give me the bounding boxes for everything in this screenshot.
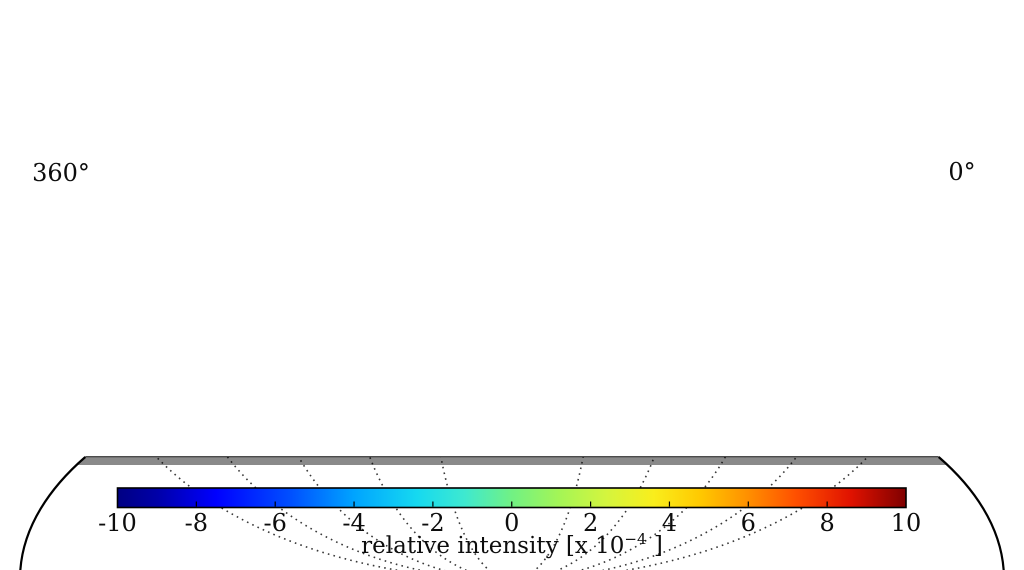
intensity-blob xyxy=(650,235,750,385)
intensity-blob xyxy=(897,330,957,406)
right-ra-label: 0° xyxy=(948,158,975,186)
colorbar-tick-label: -8 xyxy=(185,509,208,537)
intensity-blob xyxy=(28,362,152,418)
intensity-blob xyxy=(532,86,717,283)
intensity-blob xyxy=(940,265,1024,435)
intensity-blob xyxy=(170,138,290,162)
noise-texture-light xyxy=(20,138,1004,422)
intensity-blob xyxy=(633,255,703,345)
intensity-blob xyxy=(300,132,540,156)
colorbar-tick-label: 10 xyxy=(891,509,922,537)
intensity-blob xyxy=(509,147,585,263)
data-band-background xyxy=(0,138,1024,422)
masked-polar-band xyxy=(19,457,1005,465)
intensity-blob xyxy=(793,147,967,263)
intensity-blob xyxy=(388,352,568,432)
intensity-blob xyxy=(780,399,870,431)
colorbar-tick-label: -10 xyxy=(98,509,137,537)
intensity-blob xyxy=(696,139,760,180)
intensity-blob xyxy=(578,120,646,181)
colorbar-tick-labels: -10 -8 -6 -4 -2 0 2 4 6 8 10 xyxy=(98,509,921,537)
intensity-blob xyxy=(575,360,685,430)
noise-texture-dark xyxy=(20,138,1004,422)
intensity-blob xyxy=(693,387,777,423)
intensity-blob xyxy=(830,349,852,379)
intensity-blob xyxy=(10,180,290,420)
intensity-blob xyxy=(776,279,895,441)
intensity-blob xyxy=(395,226,479,278)
intensity-blob xyxy=(525,175,565,241)
intensity-blob xyxy=(70,320,430,400)
colorbar: -10 -8 -6 -4 -2 0 2 4 6 8 10 relative intensity [x… xyxy=(98,487,921,559)
left-ra-label: 360° xyxy=(32,159,90,187)
colorbar-tick-label: 4 xyxy=(662,509,677,537)
intensity-blob xyxy=(245,142,355,178)
intensity-blob xyxy=(130,112,400,237)
intensity-blob xyxy=(218,378,362,422)
map-area xyxy=(0,86,1024,570)
colorbar-tick-label: 0 xyxy=(504,509,519,537)
intensity-blob xyxy=(873,306,983,430)
intensity-blob xyxy=(909,346,939,386)
intensity-blob xyxy=(802,310,877,414)
intensity-blob xyxy=(110,195,290,305)
data-band xyxy=(0,86,1024,462)
intensity-blob xyxy=(36,255,84,365)
intensity-blob xyxy=(421,241,455,265)
colorbar-gradient-bar xyxy=(116,487,907,509)
colorbar-tick-label: -6 xyxy=(264,509,287,537)
intensity-blob xyxy=(430,391,474,415)
intensity-blob xyxy=(742,238,913,463)
intensity-blob xyxy=(533,196,553,228)
colorbar-tick-marks xyxy=(195,501,828,507)
intensity-blob xyxy=(411,374,515,426)
intensity-blob xyxy=(598,386,658,426)
intensity-blob xyxy=(774,244,854,340)
intensity-blob xyxy=(610,400,642,422)
intensity-blob xyxy=(282,392,322,412)
intensity-blob-layer xyxy=(10,86,1024,462)
intensity-blob xyxy=(415,135,545,185)
colorbar-tick-label: 2 xyxy=(583,509,598,537)
colorbar-tick-label: 6 xyxy=(741,509,756,537)
colorbar-tick-label: 8 xyxy=(820,509,835,537)
intensity-blob xyxy=(30,285,90,395)
intensity-blob xyxy=(635,347,715,403)
colorbar-tick-label: -4 xyxy=(342,509,365,537)
intensity-blob xyxy=(820,335,860,391)
colorbar-tick-label: -2 xyxy=(421,509,444,537)
intensity-blob xyxy=(669,111,820,339)
intensity-blob xyxy=(60,250,520,420)
colorbar-caption: relative intensity [x 10−4 ] xyxy=(361,530,663,559)
intensity-blob xyxy=(480,133,610,323)
intensity-blob xyxy=(510,220,650,360)
intensity-blob xyxy=(565,111,700,260)
intensity-blob xyxy=(594,140,681,241)
intensity-blob xyxy=(140,135,660,325)
